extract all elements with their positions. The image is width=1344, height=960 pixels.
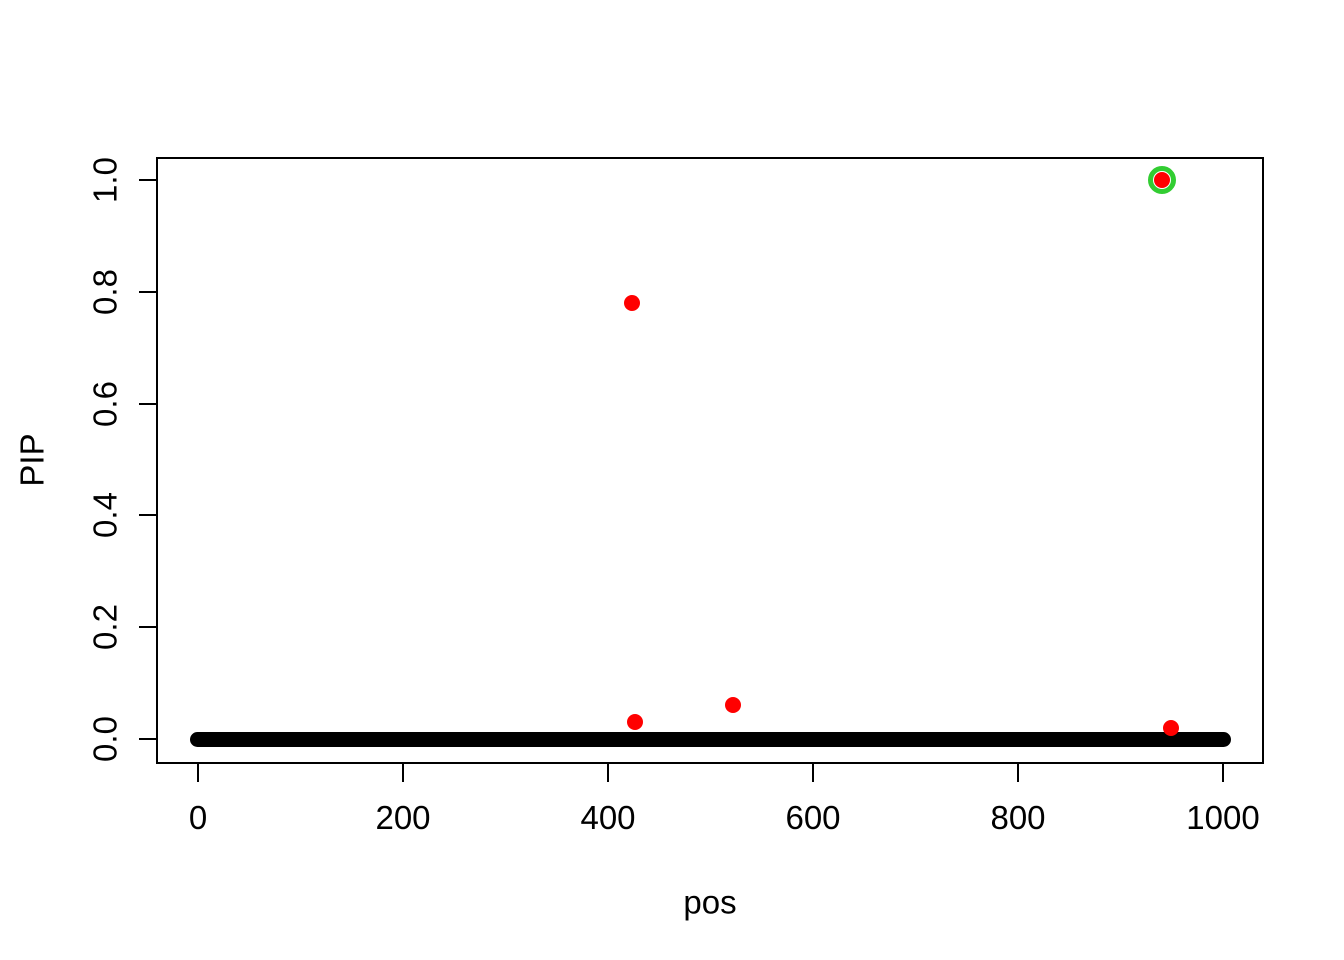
x-axis-tick-label: 1000: [1186, 799, 1260, 836]
y-axis-tick-mark: [139, 738, 157, 740]
highlight-ring: [1147, 166, 1176, 194]
x-axis-tick-mark: [402, 764, 404, 782]
x-axis-tick-label: 400: [580, 799, 636, 836]
y-axis-tick-mark: [139, 402, 157, 405]
y-axis-tick-label: 0.4: [86, 492, 124, 539]
x-axis-tick-mark: [607, 764, 609, 782]
x-axis-title: pos: [683, 883, 737, 921]
x-axis-tick-label: 600: [785, 799, 841, 836]
x-axis-tick-mark: [812, 764, 814, 782]
data-point: [626, 714, 643, 731]
x-axis-tick-mark: [1017, 764, 1019, 782]
null-pip-band: [190, 731, 1231, 747]
y-axis-tick-mark: [139, 290, 157, 293]
y-axis-tick-label: 1.0: [86, 157, 124, 203]
y-axis-tick-mark: [139, 514, 157, 517]
y-axis-title: PIP: [13, 433, 51, 487]
y-axis-tick-mark: [139, 626, 157, 629]
x-axis-tick-label: 0: [188, 799, 208, 836]
x-axis-tick-mark: [1222, 764, 1224, 782]
y-axis-tick-label: 0.0: [86, 716, 124, 762]
x-axis-tick-label: 200: [375, 799, 431, 836]
x-axis-tick-label: 800: [990, 799, 1046, 836]
y-axis-tick-label: 0.2: [86, 604, 124, 651]
data-point: [1162, 719, 1179, 736]
data-point: [623, 294, 640, 311]
plot-area: [156, 157, 1264, 764]
y-axis-tick-label: 0.8: [86, 268, 124, 315]
x-axis-tick-mark: [197, 764, 199, 782]
y-axis-tick-mark: [139, 179, 157, 181]
y-axis-tick-label: 0.6: [86, 380, 124, 427]
data-point: [725, 697, 742, 714]
